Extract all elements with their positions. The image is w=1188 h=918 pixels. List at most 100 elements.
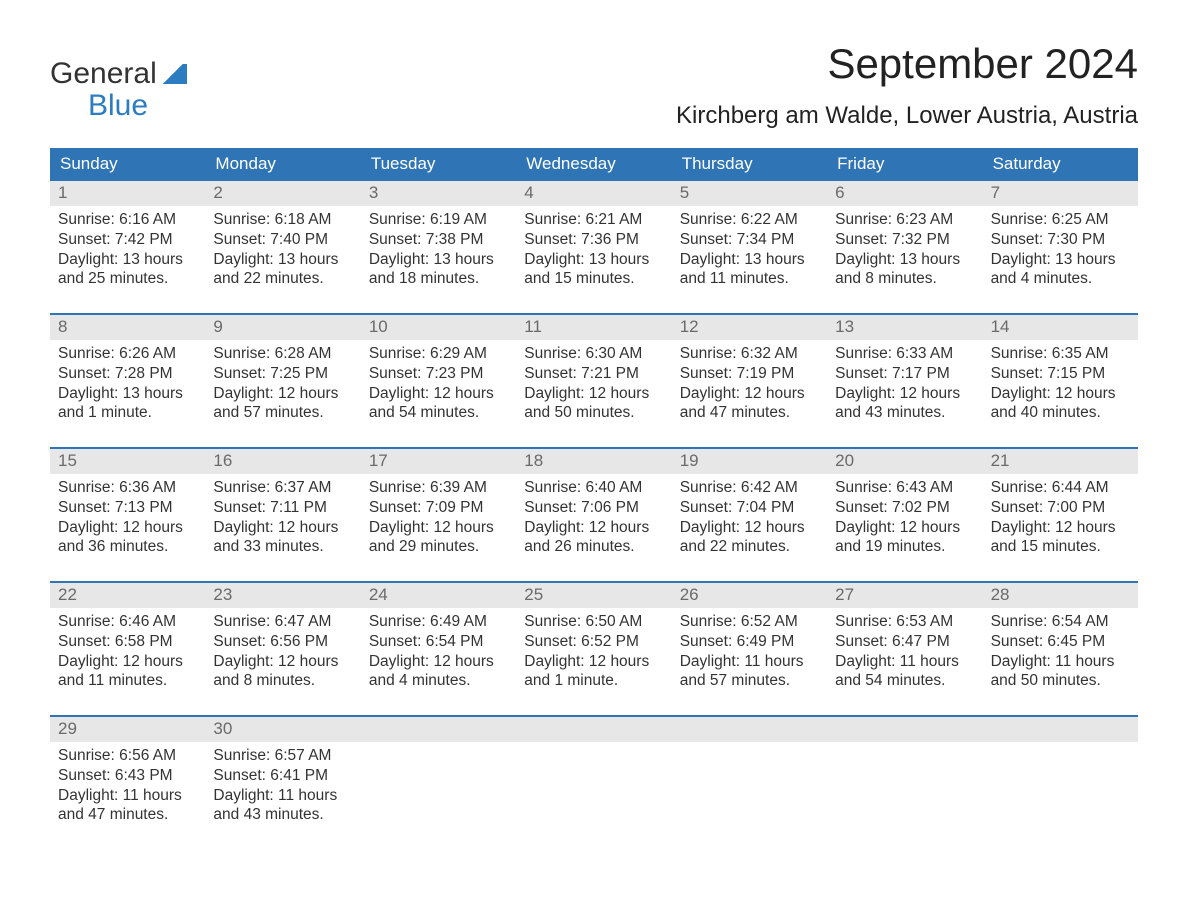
calendar-day-cell <box>827 717 982 835</box>
date-number: 5 <box>672 181 827 206</box>
sunset-line: Sunset: 6:45 PM <box>991 632 1130 652</box>
daylight-line: Daylight: 12 hours and 40 minutes. <box>991 384 1130 424</box>
daylight-line: Daylight: 11 hours and 54 minutes. <box>835 652 974 692</box>
daylight-line: Daylight: 13 hours and 18 minutes. <box>369 250 508 290</box>
title-block: September 2024 Kirchberg am Walde, Lower… <box>676 40 1138 130</box>
calendar-week: 15Sunrise: 6:36 AMSunset: 7:13 PMDayligh… <box>50 447 1138 567</box>
day-info: Sunrise: 6:50 AMSunset: 6:52 PMDaylight:… <box>516 608 671 693</box>
date-number: 18 <box>516 449 671 474</box>
day-info: Sunrise: 6:32 AMSunset: 7:19 PMDaylight:… <box>672 340 827 425</box>
day-info: Sunrise: 6:44 AMSunset: 7:00 PMDaylight:… <box>983 474 1138 559</box>
date-number: 2 <box>205 181 360 206</box>
calendar-day-cell: 1Sunrise: 6:16 AMSunset: 7:42 PMDaylight… <box>50 181 205 299</box>
calendar-day-cell: 20Sunrise: 6:43 AMSunset: 7:02 PMDayligh… <box>827 449 982 567</box>
weekday-label: Thursday <box>672 148 827 181</box>
sunset-line: Sunset: 6:52 PM <box>524 632 663 652</box>
logo: General Blue <box>50 40 187 121</box>
sunset-line: Sunset: 7:11 PM <box>213 498 352 518</box>
date-number: 1 <box>50 181 205 206</box>
date-number <box>672 717 827 742</box>
weekday-label: Tuesday <box>361 148 516 181</box>
sunrise-line: Sunrise: 6:33 AM <box>835 344 974 364</box>
sunset-line: Sunset: 7:40 PM <box>213 230 352 250</box>
sunrise-line: Sunrise: 6:36 AM <box>58 478 197 498</box>
sunrise-line: Sunrise: 6:43 AM <box>835 478 974 498</box>
sunset-line: Sunset: 7:21 PM <box>524 364 663 384</box>
sunset-line: Sunset: 6:54 PM <box>369 632 508 652</box>
day-info: Sunrise: 6:43 AMSunset: 7:02 PMDaylight:… <box>827 474 982 559</box>
calendar-week: 8Sunrise: 6:26 AMSunset: 7:28 PMDaylight… <box>50 313 1138 433</box>
date-number: 7 <box>983 181 1138 206</box>
date-number: 26 <box>672 583 827 608</box>
daylight-line: Daylight: 12 hours and 19 minutes. <box>835 518 974 558</box>
daylight-line: Daylight: 12 hours and 22 minutes. <box>680 518 819 558</box>
day-info: Sunrise: 6:57 AMSunset: 6:41 PMDaylight:… <box>205 742 360 827</box>
day-info: Sunrise: 6:53 AMSunset: 6:47 PMDaylight:… <box>827 608 982 693</box>
date-number: 16 <box>205 449 360 474</box>
calendar-week: 1 Sunrise: 6:16 AMSunset: 7:42 PM Daylight… <box>50 181 1138 299</box>
calendar-day-cell: 28Sunrise: 6:54 AMSunset: 6:45 PMDayligh… <box>983 583 1138 701</box>
date-number: 28 <box>983 583 1138 608</box>
day-info: Sunrise: 6:36 AMSunset: 7:13 PMDaylight:… <box>50 474 205 559</box>
sunrise-line: Sunrise: 6:37 AM <box>213 478 352 498</box>
day-info: Sunrise: 6:39 AMSunset: 7:09 PMDaylight:… <box>361 474 516 559</box>
daylight-line: Daylight: 13 hours and 11 minutes. <box>680 250 819 290</box>
date-number <box>516 717 671 742</box>
sunrise-line: Sunrise: 6:49 AM <box>369 612 508 632</box>
date-number: 30 <box>205 717 360 742</box>
daylight-line: Daylight: 12 hours and 1 minute. <box>524 652 663 692</box>
calendar-day-cell: 13Sunrise: 6:33 AMSunset: 7:17 PMDayligh… <box>827 315 982 433</box>
logo-text-bottom: Blue <box>50 90 187 122</box>
sunrise-line: Sunrise: 6:19 AM <box>369 210 508 230</box>
calendar-day-cell: 8Sunrise: 6:26 AMSunset: 7:28 PMDaylight… <box>50 315 205 433</box>
weekday-label: Monday <box>205 148 360 181</box>
daylight-line: Daylight: 12 hours and 36 minutes. <box>58 518 197 558</box>
day-info: Sunrise: 6:19 AMSunset: 7:38 PMDaylight:… <box>361 206 516 291</box>
date-number: 29 <box>50 717 205 742</box>
sunrise-line: Sunrise: 6:22 AM <box>680 210 819 230</box>
calendar-day-cell: 26Sunrise: 6:52 AMSunset: 6:49 PMDayligh… <box>672 583 827 701</box>
daylight-line: Daylight: 12 hours and 26 minutes. <box>524 518 663 558</box>
calendar-page: General Blue September 2024 Kirchberg am… <box>0 0 1188 855</box>
day-info: Sunrise: 6:23 AMSunset: 7:32 PMDaylight:… <box>827 206 982 291</box>
sunset-line: Sunset: 7:38 PM <box>369 230 508 250</box>
date-number: 19 <box>672 449 827 474</box>
calendar-day-cell: 29Sunrise: 6:56 AMSunset: 6:43 PMDayligh… <box>50 717 205 835</box>
calendar-day-cell: 12Sunrise: 6:32 AMSunset: 7:19 PMDayligh… <box>672 315 827 433</box>
calendar-day-cell <box>672 717 827 835</box>
sunrise-line: Sunrise: 6:16 AM <box>58 210 197 230</box>
daylight-line: Daylight: 12 hours and 43 minutes. <box>835 384 974 424</box>
sunrise-line: Sunrise: 6:54 AM <box>991 612 1130 632</box>
weekday-label: Sunday <box>50 148 205 181</box>
day-info: Sunrise: 6:33 AMSunset: 7:17 PMDaylight:… <box>827 340 982 425</box>
logo-flag-icon <box>159 64 187 84</box>
sunrise-line: Sunrise: 6:39 AM <box>369 478 508 498</box>
logo-text-top: General <box>50 58 157 90</box>
calendar-week: 22Sunrise: 6:46 AMSunset: 6:58 PMDayligh… <box>50 581 1138 701</box>
date-number: 13 <box>827 315 982 340</box>
calendar-day-cell: 23Sunrise: 6:47 AMSunset: 6:56 PMDayligh… <box>205 583 360 701</box>
date-number: 11 <box>516 315 671 340</box>
sunset-line: Sunset: 7:42 PM <box>58 230 197 250</box>
sunset-line: Sunset: 6:47 PM <box>835 632 974 652</box>
calendar-day-cell: 21Sunrise: 6:44 AMSunset: 7:00 PMDayligh… <box>983 449 1138 567</box>
calendar-day-cell: 27Sunrise: 6:53 AMSunset: 6:47 PMDayligh… <box>827 583 982 701</box>
calendar-day-cell: 17Sunrise: 6:39 AMSunset: 7:09 PMDayligh… <box>361 449 516 567</box>
calendar-day-cell: 2Sunrise: 6:18 AMSunset: 7:40 PMDaylight… <box>205 181 360 299</box>
sunset-line: Sunset: 7:23 PM <box>369 364 508 384</box>
daylight-line: Daylight: 12 hours and 33 minutes. <box>213 518 352 558</box>
daylight-line: Daylight: 12 hours and 29 minutes. <box>369 518 508 558</box>
calendar-day-cell: 4Sunrise: 6:21 AMSunset: 7:36 PMDaylight… <box>516 181 671 299</box>
sunset-line: Sunset: 7:17 PM <box>835 364 974 384</box>
daylight-line: Daylight: 11 hours and 57 minutes. <box>680 652 819 692</box>
sunset-line: Sunset: 7:15 PM <box>991 364 1130 384</box>
sunrise-line: Sunrise: 6:23 AM <box>835 210 974 230</box>
date-number <box>983 717 1138 742</box>
sunset-line: Sunset: 6:56 PM <box>213 632 352 652</box>
calendar-day-cell: 6Sunrise: 6:23 AMSunset: 7:32 PMDaylight… <box>827 181 982 299</box>
month-title: September 2024 <box>676 40 1138 88</box>
day-info: Sunrise: 6:22 AMSunset: 7:34 PMDaylight:… <box>672 206 827 291</box>
sunrise-line: Sunrise: 6:32 AM <box>680 344 819 364</box>
sunrise-line: Sunrise: 6:21 AM <box>524 210 663 230</box>
daylight-line: Daylight: 12 hours and 57 minutes. <box>213 384 352 424</box>
